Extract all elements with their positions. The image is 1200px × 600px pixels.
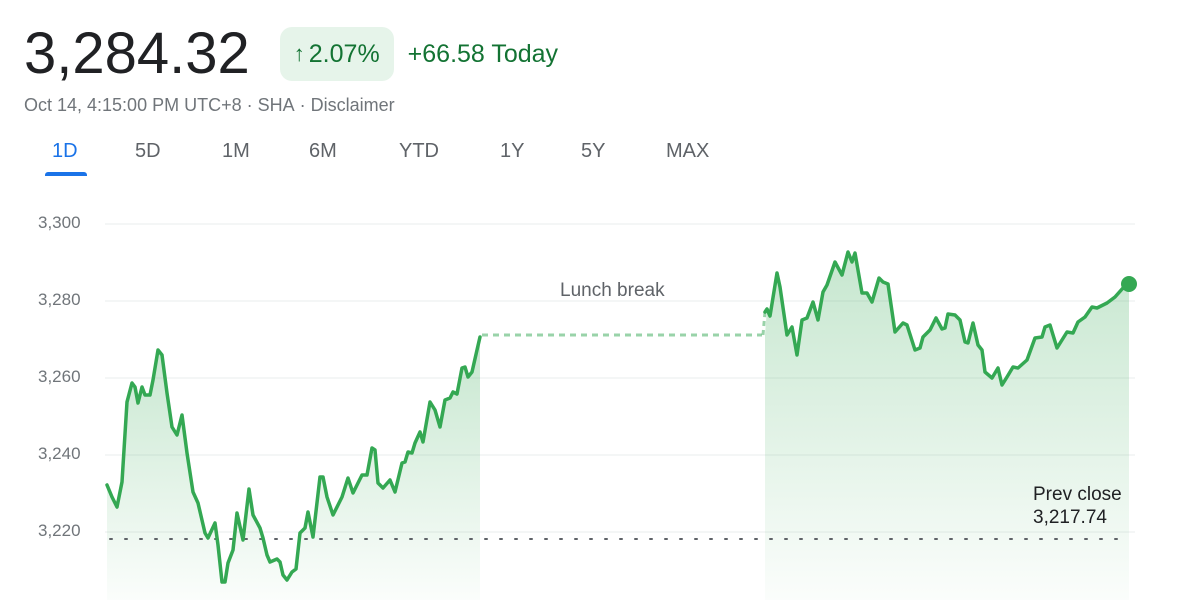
y-axis-label: 3,300 — [38, 213, 81, 232]
exchange: SHA — [257, 95, 295, 115]
y-axis-label: 3,220 — [38, 521, 81, 540]
change-percent-badge: ↑ 2.07% — [279, 27, 394, 81]
tab-5d[interactable]: 5D — [135, 140, 161, 162]
tab-1m[interactable]: 1M — [222, 140, 250, 162]
prev-close-annotation: Prev close 3,217.74 — [1033, 483, 1122, 529]
arrow-up-icon: ↑ — [293, 41, 305, 66]
tab-1y[interactable]: 1Y — [500, 140, 525, 162]
y-axis-label: 3,240 — [38, 444, 81, 463]
current-price: 3,284.32 — [24, 21, 250, 86]
morning-area-fill — [107, 337, 480, 600]
quote-meta: Oct 14, 4:15:00 PM UTC+8 · SHA · Disclaimer — [24, 95, 395, 116]
active-tab-indicator — [45, 172, 87, 176]
y-axis-label: 3,280 — [38, 290, 81, 309]
tab-5y[interactable]: 5Y — [581, 140, 606, 162]
morning-price-line — [105, 335, 482, 584]
change-percent: 2.07% — [308, 39, 380, 68]
lunch-break-connector — [761, 311, 767, 336]
price-row: 3,284.32 ↑ 2.07% +66.58 Today — [24, 22, 558, 86]
y-axis-label: 3,260 — [38, 367, 81, 386]
tab-max[interactable]: MAX — [666, 140, 710, 162]
tab-ytd[interactable]: YTD — [399, 140, 439, 162]
prev-close-label: Prev close — [1033, 484, 1122, 505]
timestamp: Oct 14, 4:15:00 PM UTC+8 — [24, 95, 242, 115]
separator: · — [299, 95, 306, 115]
separator: · — [246, 95, 253, 115]
tab-6m[interactable]: 6M — [309, 140, 337, 162]
last-price-dot — [1121, 276, 1137, 292]
prev-close-value: 3,217.74 — [1033, 507, 1107, 528]
change-absolute: +66.58 Today — [407, 39, 559, 68]
tab-1d[interactable]: 1D — [52, 140, 78, 162]
afternoon-price-line — [763, 250, 1131, 387]
lunch-break-label: Lunch break — [560, 280, 665, 301]
disclaimer-link[interactable]: Disclaimer — [310, 95, 395, 115]
